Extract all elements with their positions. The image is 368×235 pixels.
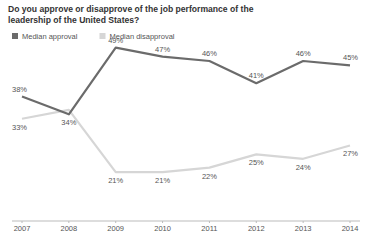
x-tick-label: 2008 [61,224,78,233]
x-tick [115,221,116,223]
x-tick-label: 2011 [201,224,217,233]
x-tick-label: 2013 [295,224,312,233]
x-tick-label: 2007 [14,224,31,233]
chart: Do you approve or disapprove of the job … [0,0,368,235]
data-label: 38% [12,85,27,94]
x-tick-label: 2009 [107,224,124,233]
x-tick-label: 2014 [342,224,359,233]
x-tick [162,221,163,223]
data-label: 33% [12,123,27,132]
x-axis [12,221,360,222]
data-label: 25% [249,158,264,167]
chart-root: Do you approve or disapprove of the job … [0,0,368,235]
data-label: 21% [108,176,123,185]
data-label: 41% [249,71,264,80]
data-label: 49% [108,36,123,45]
data-label: 27% [343,149,358,158]
x-tick-label: 2010 [154,224,171,233]
x-tick [256,221,257,223]
data-label: 34% [61,118,76,127]
data-label: 21% [155,176,170,185]
data-label: 22% [202,172,217,181]
legend-swatch [100,33,106,39]
data-label: 47% [155,45,170,54]
x-tick [303,221,304,223]
legend-swatch [12,33,18,39]
series-line [22,110,350,172]
legend: Median approvalMedian disapproval [12,32,175,41]
x-tick [68,221,69,223]
x-tick [209,221,210,223]
data-label: 45% [343,53,358,62]
x-tick [22,221,23,223]
series-line [22,48,350,115]
plot-area [22,48,350,172]
legend-label: Median approval [22,32,78,41]
x-tick [350,221,351,223]
title: Do you approve or disapprove of the job … [8,4,254,25]
data-label: 46% [296,49,311,58]
data-label: 46% [202,49,217,58]
x-tick-label: 2012 [248,224,265,233]
data-label: 24% [296,163,311,172]
